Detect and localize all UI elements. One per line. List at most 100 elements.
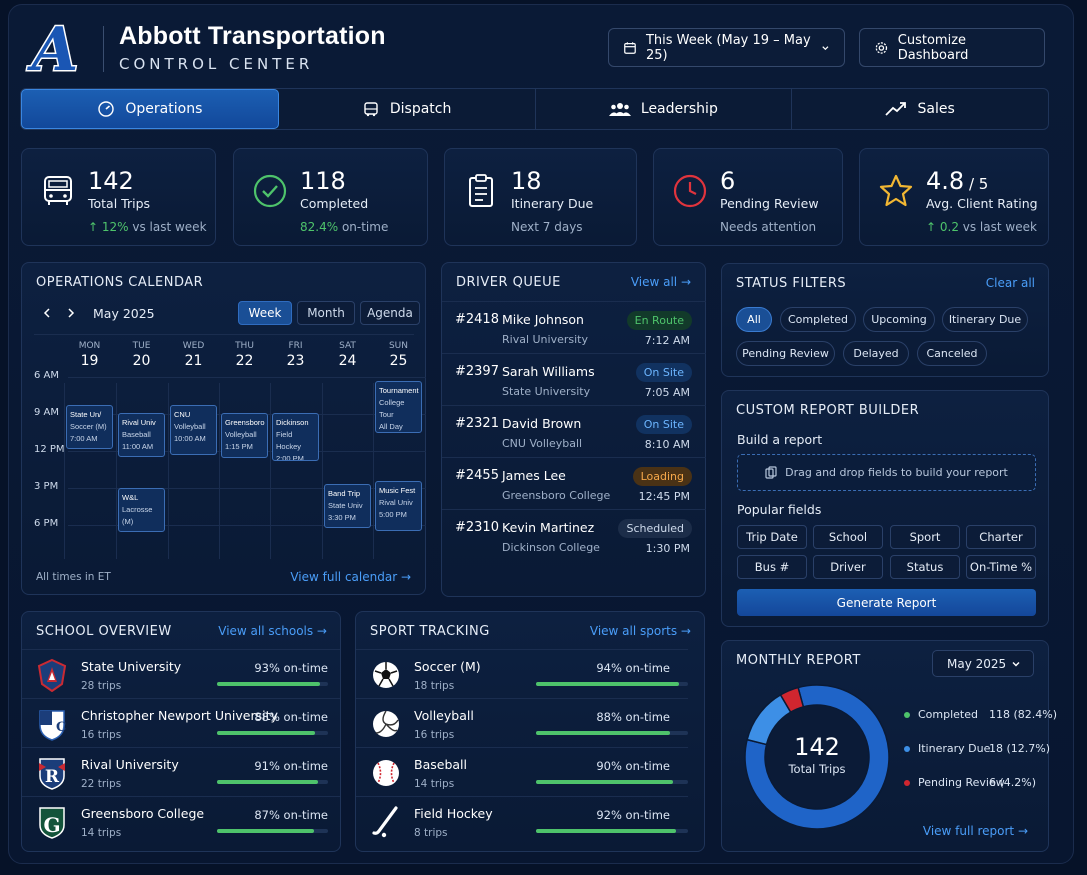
event-line: 3:30 PM [328,513,356,522]
stat-value: 142 [88,167,134,195]
calendar-day-header: THU 22 [219,341,270,369]
event-line: Volleyball [174,422,206,431]
next-week-button[interactable] [60,301,82,325]
status-badge: En Route [626,311,692,330]
school-row[interactable]: C Christopher Newport University 16 trips 8… [22,698,340,747]
popular-fields-label: Popular fields [737,502,822,517]
sport-row[interactable]: Baseball 14 trips 90% on-time [356,747,688,796]
calendar-event[interactable]: Greensboro Volleyball 1:15 PM [221,413,268,458]
sport-row[interactable]: Volleyball 16 trips 88% on-time [356,698,688,747]
field-school[interactable]: School [813,525,883,549]
legend-value: 118 (82.4%) [989,708,1058,721]
legend-value: 6 (4.2%) [989,776,1037,789]
tab-operations[interactable]: Operations [21,89,279,129]
stat-card-total-trips: 142 Total Trips ↑ 12% vs last week [21,148,216,246]
donut-slice-completed[interactable] [744,684,890,830]
trend-up-icon [885,102,907,116]
driver-row[interactable]: #2321 David Brown CNU Volleyball On Site 8:1… [442,405,706,457]
field-bus-number[interactable]: Bus # [737,555,807,579]
stat-sub: ↑ 0.2 vs last week [926,220,1037,234]
day-name: WED [182,341,205,351]
build-report-label: Build a report [737,432,823,447]
day-number: 21 [184,353,203,369]
svg-text:A: A [27,18,79,80]
filter-chip-canceled[interactable]: Canceled [917,341,987,366]
view-full-calendar-link[interactable]: View full calendar → [290,570,411,584]
field-status[interactable]: Status [890,555,960,579]
calendar-event[interactable]: Tournament College Tour All Day [375,381,422,433]
event-line: Rival Univ [379,498,413,507]
driver-row[interactable]: #2455 James Lee Greensboro College Loading 1… [442,457,706,509]
calendar-event[interactable]: Band Trip State Univ 3:30 PM [324,484,371,528]
calendar-event[interactable]: CNU Volleyball 10:00 AM [170,405,217,455]
calendar-event[interactable]: Dickinson Field Hockey 2:00 PM [272,413,319,461]
tab-dispatch[interactable]: Dispatch [279,89,536,129]
date-range-button[interactable]: This Week (May 19 – May 25) [608,28,845,67]
row-on-time-pct: 87% on-time [254,808,328,822]
tab-leadership[interactable]: Leadership [536,89,793,129]
clear-filters-link[interactable]: Clear all [985,276,1035,290]
filter-chip-delayed[interactable]: Delayed [843,341,909,366]
prev-week-button[interactable] [36,301,58,325]
view-all-schools-link[interactable]: View all schools → [218,624,327,638]
field-driver[interactable]: Driver [813,555,883,579]
view-week-button[interactable]: Week [238,301,292,325]
tab-sales[interactable]: Sales [792,89,1048,129]
on-time-bar [217,780,328,784]
filters-title: STATUS FILTERS [736,276,847,291]
field-charter[interactable]: Charter [966,525,1036,549]
calendar-event[interactable]: Rival Univ Baseball 11:00 AM [118,413,165,457]
school-row[interactable]: State University 28 trips 93% on-time [22,649,340,698]
calendar-event[interactable]: Music Fest Rival Univ 5:00 PM [375,481,422,531]
row-name: State University [81,659,182,674]
stat-sub: Needs attention [720,220,817,234]
school-row[interactable]: G Greensboro College 14 trips 87% on-time [22,796,340,845]
filter-chip-pending-review[interactable]: Pending Review [736,341,835,366]
on-time-bar-fill [217,829,314,833]
stat-label: Pending Review [720,196,819,211]
chevron-down-icon [1012,661,1020,666]
calendar-row-line [68,377,426,378]
driver-row[interactable]: #2310 Kevin Martinez Dickinson College Sche… [442,509,706,561]
school-row[interactable]: R Rival University 22 trips 91% on-time [22,747,340,796]
legend-label: Completed [918,708,978,721]
calendar-event[interactable]: State Un/Soccer (M) 7:00 AM [66,405,113,449]
view-month-button[interactable]: Month [297,301,355,325]
on-time-bar [217,829,328,833]
driver-row[interactable]: #2418 Mike Johnson Rival University En Rout… [442,301,706,353]
customize-dashboard-button[interactable]: Customize Dashboard [859,28,1045,67]
filter-chip-all[interactable]: All [736,307,772,332]
filter-chip-itinerary-due[interactable]: Itinerary Due [942,307,1028,332]
driver-row[interactable]: #2397 Sarah Williams State University On Si… [442,353,706,405]
row-name: Christopher Newport University [81,708,278,723]
donut-slice-pending-review[interactable] [779,686,805,714]
filter-chip-completed[interactable]: Completed [780,307,856,332]
view-all-sports-link[interactable]: View all sports → [589,624,691,638]
sport-row[interactable]: Soccer (M) 18 trips 94% on-time [356,649,688,698]
event-line: State Un/ [70,410,102,419]
time-label: 6 PM [34,518,59,529]
view-full-report-link[interactable]: View full report → [922,824,1028,838]
app-title: Abbott Transportation [119,22,386,50]
field-sport[interactable]: Sport [890,525,960,549]
driver-view-all-link[interactable]: View all → [630,275,691,289]
sport-row[interactable]: Field Hockey 8 trips 92% on-time [356,796,688,845]
calendar-footnote: All times in ET [36,571,111,583]
sport-tracking-panel: SPORT TRACKING View all sports → Soccer … [355,611,705,852]
day-name: TUE [132,341,151,351]
event-line: 1:15 PM [225,442,253,451]
report-dropzone[interactable]: Drag and drop fields to build your repor… [737,454,1036,491]
stat-card-itinerary-due: 18 Itinerary Due Next 7 days [444,148,637,246]
filter-chip-upcoming[interactable]: Upcoming [863,307,935,332]
view-agenda-button[interactable]: Agenda [360,301,420,325]
calendar-event[interactable]: W&L Lacrosse (M) 3:00 PM [118,488,165,532]
hockey-stick-icon [372,806,398,838]
time-label: 6 AM [34,370,60,381]
field-trip-date[interactable]: Trip Date [737,525,807,549]
speedometer-icon [98,101,115,117]
generate-report-button[interactable]: Generate Report [737,589,1036,616]
driver-name: David Brown [502,416,582,431]
month-select[interactable]: May 2025 [932,650,1034,677]
trip-time: 1:30 PM [645,542,690,555]
field-on-time-pct[interactable]: On-Time % [966,555,1036,579]
